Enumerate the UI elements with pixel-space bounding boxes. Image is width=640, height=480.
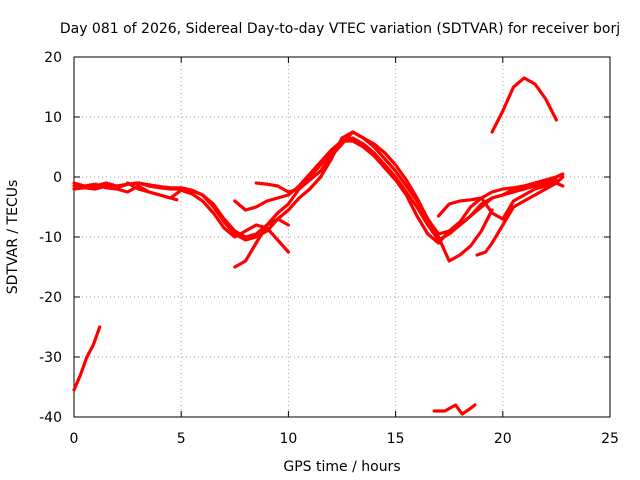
y-tick-label: -20 [39, 290, 62, 306]
y-tick-label: -30 [39, 350, 62, 366]
y-tick-label: 10 [44, 110, 62, 126]
series-line-arc-10 [475, 181, 565, 257]
y-tick-label: 0 [53, 170, 62, 186]
series-line-arc-1 [72, 325, 102, 392]
x-tick-label: 25 [601, 431, 619, 447]
series-line-arc-7 [233, 139, 565, 245]
y-tick-label: 20 [44, 50, 62, 66]
series-line-arc-12 [432, 403, 477, 416]
x-tick-label: 15 [387, 431, 405, 447]
axis-ticks: 0 5 10 15 20 25 -40 -30 -20 -10 0 10 20 [39, 50, 619, 447]
y-tick-label: -10 [39, 230, 62, 246]
series-line-arc-8 [254, 130, 494, 263]
series-line-arc-9 [436, 175, 565, 221]
data-series [72, 76, 565, 416]
x-axis-label: GPS time / hours [283, 459, 400, 475]
series-line-arc-5 [125, 181, 179, 202]
y-axis-label: SDTVAR / TECUs [5, 180, 21, 295]
x-tick-label: 0 [70, 431, 79, 447]
x-tick-label: 10 [279, 431, 297, 447]
chart-title: Day 081 of 2026, Sidereal Day-to-day VTE… [60, 21, 620, 37]
series-line-arc-11 [490, 76, 559, 134]
x-tick-label: 5 [177, 431, 186, 447]
series-line-arc-6 [233, 136, 559, 269]
x-tick-label: 20 [494, 431, 512, 447]
y-tick-label: -40 [39, 410, 62, 426]
grid-lines [74, 57, 610, 417]
series-line-arc-4 [72, 181, 290, 254]
